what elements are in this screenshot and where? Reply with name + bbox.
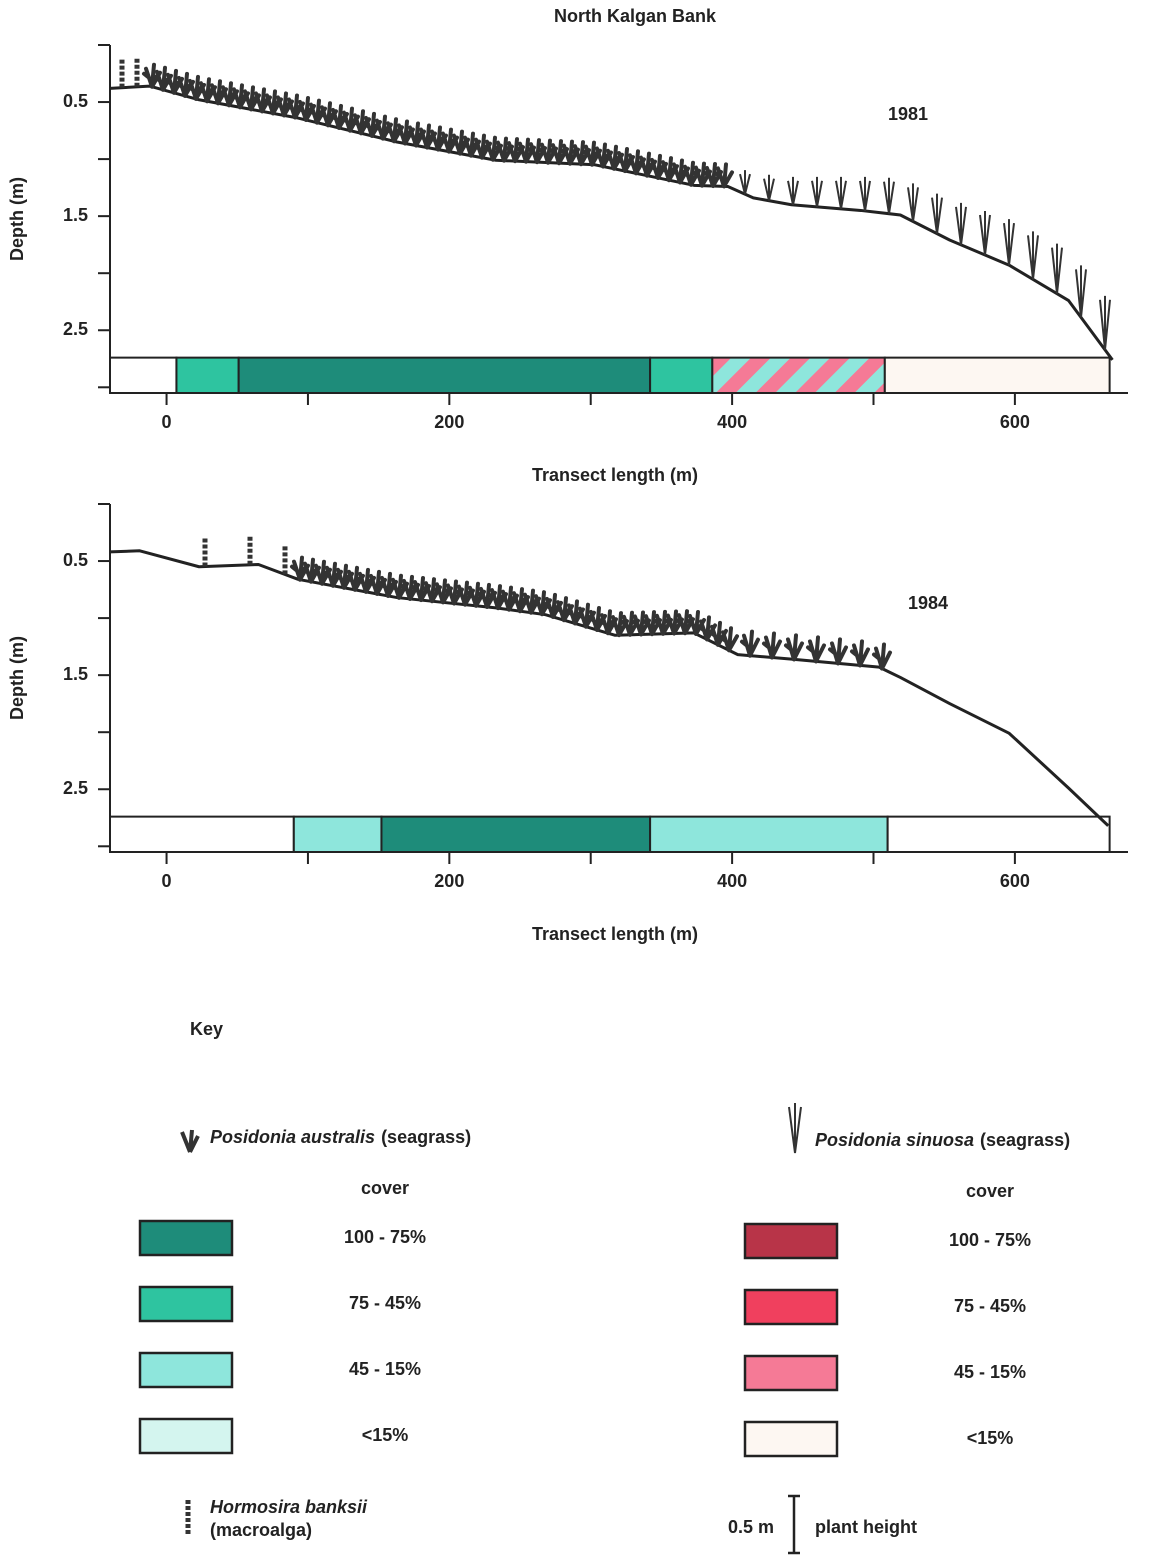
cover-swatch — [140, 1287, 232, 1321]
cover-title: cover — [361, 1178, 409, 1198]
sinuosa-plant — [980, 211, 990, 255]
australis-plant — [764, 634, 780, 658]
x-tick-label: 400 — [717, 871, 747, 891]
swatch-label: 75 - 45% — [954, 1296, 1026, 1316]
species-name: Posidonia sinuosa — [815, 1130, 974, 1150]
x-tick-label: 600 — [1000, 412, 1030, 432]
australis-plant — [830, 639, 846, 663]
y-axis-label: Depth (m) — [7, 636, 27, 720]
australis-plant — [808, 637, 824, 661]
australis-plant — [786, 635, 802, 659]
sinuosa-plant — [1100, 296, 1110, 350]
y-axis-label: Depth (m) — [7, 177, 27, 261]
cover-segment — [110, 358, 176, 393]
sinuosa-plant — [836, 177, 846, 209]
year-label: 1984 — [908, 593, 948, 613]
swatch-label: 100 - 75% — [344, 1227, 426, 1247]
cover-swatch — [140, 1353, 232, 1387]
australis-icon — [182, 1130, 198, 1152]
species-name: Posidonia australis — [210, 1127, 375, 1147]
scale-bar — [788, 1496, 800, 1553]
cover-segment — [650, 358, 712, 393]
cover-title: cover — [966, 1181, 1014, 1201]
cover-segment — [294, 817, 382, 852]
scale-note: plant height — [815, 1517, 917, 1537]
x-axis-label: Transect length (m) — [532, 924, 698, 944]
sinuosa-icon — [789, 1103, 801, 1153]
species-note: (seagrass) — [381, 1127, 471, 1147]
cover-segment — [110, 817, 294, 852]
sinuosa-plant — [956, 203, 966, 245]
macroalga-name: Hormosira banksii — [210, 1497, 368, 1517]
swatch-label: <15% — [362, 1425, 409, 1445]
x-axis-label: Transect length (m) — [532, 465, 698, 485]
year-label: 1981 — [888, 104, 928, 124]
x-tick-label: 200 — [434, 871, 464, 891]
x-tick-label: 400 — [717, 412, 747, 432]
sinuosa-plant — [788, 177, 798, 205]
sinuosa-plant — [1052, 244, 1062, 294]
australis-plant — [742, 632, 758, 656]
sinuosa-plant — [1004, 219, 1014, 265]
sinuosa-plant — [908, 183, 918, 221]
sinuosa-plant — [1028, 231, 1038, 279]
cover-swatch — [140, 1221, 232, 1255]
cover-segment — [176, 358, 238, 393]
australis-plant — [852, 641, 868, 665]
australis-plant — [716, 164, 732, 186]
cover-segment — [712, 358, 884, 393]
y-tick-label: 1.5 — [63, 205, 88, 225]
y-tick-label: 0.5 — [63, 550, 88, 570]
sinuosa-plant — [812, 177, 822, 207]
y-tick-label: 2.5 — [63, 319, 88, 339]
cover-segment — [888, 817, 1110, 852]
scale-label: 0.5 m — [728, 1517, 774, 1537]
australis-plant — [874, 645, 890, 669]
sinuosa-plant — [740, 170, 750, 194]
sinuosa-plant — [1076, 265, 1086, 317]
cover-segment — [239, 358, 650, 393]
cover-swatch — [745, 1224, 837, 1258]
y-tick-label: 2.5 — [63, 778, 88, 798]
key-title: Key — [190, 1019, 223, 1039]
swatch-label: 75 - 45% — [349, 1293, 421, 1313]
swatch-label: 100 - 75% — [949, 1230, 1031, 1250]
swatch-label: <15% — [967, 1428, 1014, 1448]
seabed-profile — [110, 86, 1112, 360]
swatch-label: 45 - 15% — [954, 1362, 1026, 1382]
sinuosa-plant — [884, 178, 894, 214]
y-tick-label: 0.5 — [63, 91, 88, 111]
swatch-label: 45 - 15% — [349, 1359, 421, 1379]
cover-segment — [381, 817, 650, 852]
figure: North Kalgan Bank Key 0.5 1.5 2.5 0 200 400 60… — [0, 0, 1156, 1557]
x-tick-label: 600 — [1000, 871, 1030, 891]
cover-swatch — [140, 1419, 232, 1453]
cover-swatch — [745, 1422, 837, 1456]
cover-segment — [885, 358, 1110, 393]
sinuosa-plant — [860, 177, 870, 211]
y-tick-label: 1.5 — [63, 664, 88, 684]
x-tick-label: 200 — [434, 412, 464, 432]
x-tick-label: 0 — [162, 871, 172, 891]
sinuosa-plant — [764, 175, 774, 201]
x-tick-label: 0 — [162, 412, 172, 432]
seabed-profile — [110, 551, 1108, 826]
figure-title: North Kalgan Bank — [554, 6, 717, 26]
macroalga-note: (macroalga) — [210, 1520, 312, 1540]
cover-swatch — [745, 1290, 837, 1324]
species-note: (seagrass) — [980, 1130, 1070, 1150]
sinuosa-plant — [932, 194, 942, 234]
cover-segment — [650, 817, 888, 852]
cover-swatch — [745, 1356, 837, 1390]
